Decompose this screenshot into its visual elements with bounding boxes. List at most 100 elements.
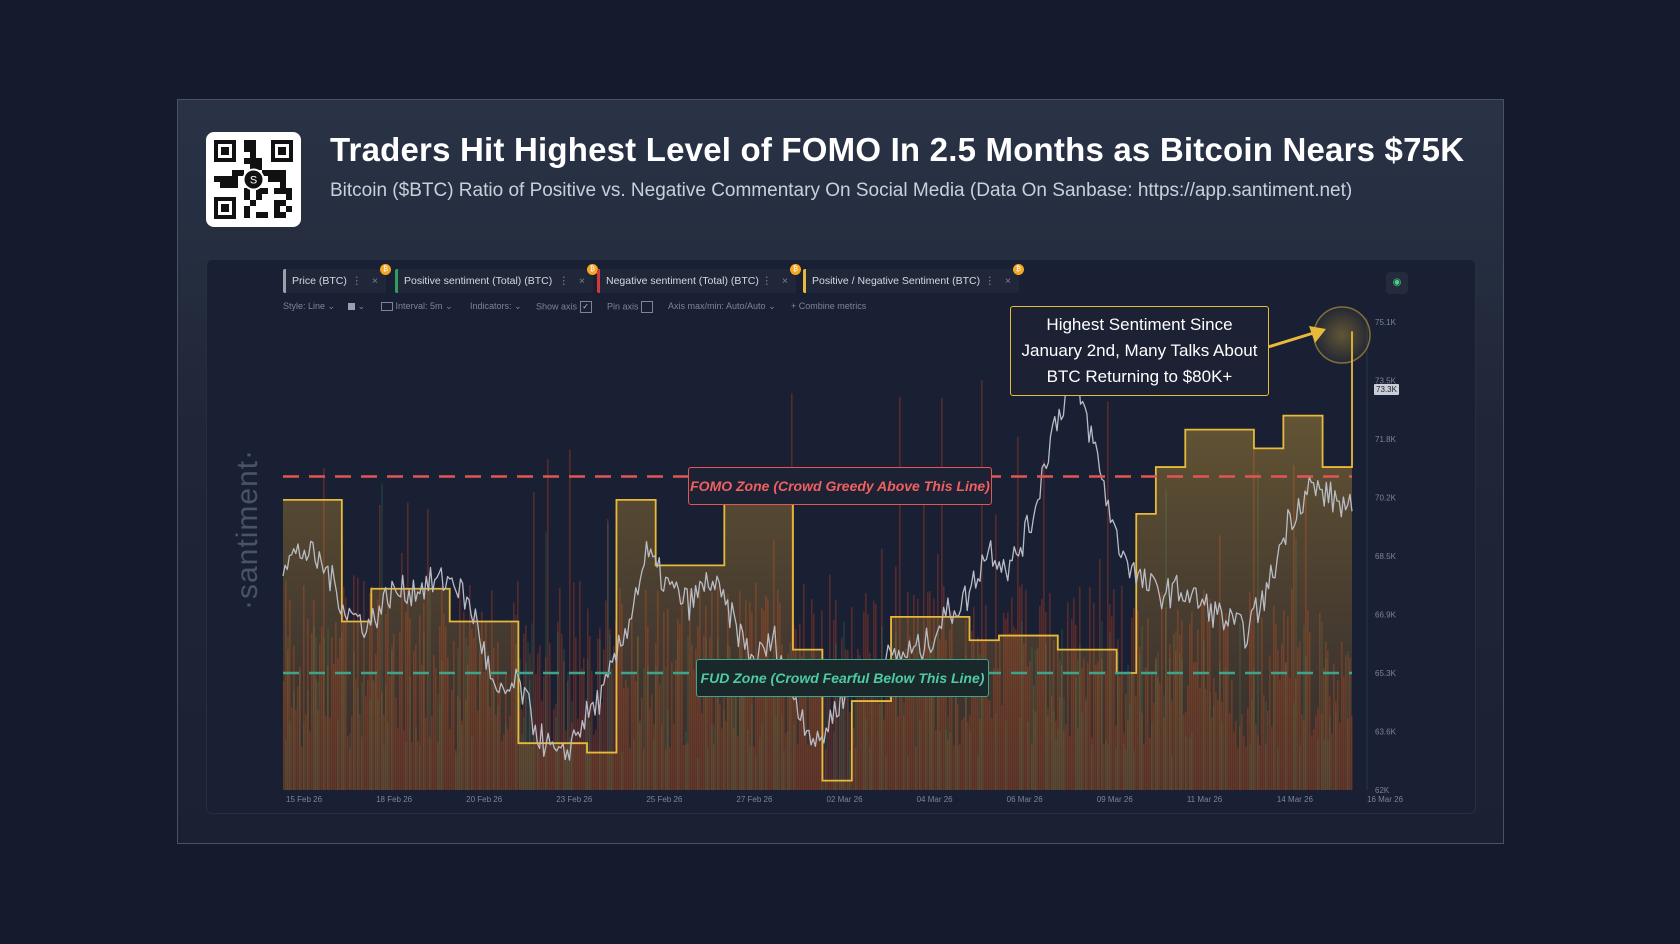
y-tick-label: 75.1K [1375, 318, 1397, 327]
indicators-dropdown[interactable]: Indicators: ⌄ [470, 301, 522, 311]
negative-bar [579, 580, 581, 790]
chevron-down-icon: ⌄ [327, 301, 336, 311]
positive-bar [847, 663, 849, 790]
page-subtitle: Bitcoin ($BTC) Ratio of Positive vs. Neg… [330, 180, 1353, 201]
negative-bar [543, 676, 545, 790]
chevron-down-icon: ⌄ [768, 301, 776, 311]
qr-module [268, 176, 274, 182]
current-price-tag: 73.3K [1374, 384, 1399, 395]
checkbox-checked-icon: ✓ [579, 301, 592, 313]
calendar-icon [381, 302, 393, 312]
callout-line: Highest Sentiment Since [1046, 315, 1233, 334]
qr-module [256, 158, 262, 164]
x-tick-label: 11 Mar 26 [1187, 795, 1223, 804]
x-tick-label: 25 Feb 26 [646, 795, 683, 804]
x-tick-label: 14 Mar 26 [1277, 795, 1314, 804]
negative-bar [1043, 460, 1045, 790]
positive-bar [525, 663, 527, 790]
negative-bar [603, 649, 605, 790]
qr-module [226, 176, 232, 182]
more-icon[interactable]: ⋮ [984, 275, 996, 287]
positive-bar [611, 655, 613, 790]
negative-bar [849, 712, 851, 790]
positive-bar [527, 641, 529, 790]
close-icon[interactable]: × [371, 275, 378, 287]
x-tick-label: 16 Mar 26 [1367, 795, 1404, 804]
settings-icon[interactable]: ◉ [1386, 272, 1408, 294]
qr-module [274, 212, 280, 218]
qr-module [250, 158, 256, 164]
callout-line: January 2nd, Many Talks About [1021, 341, 1258, 360]
negative-bar [529, 653, 531, 790]
chevron-down-icon: ⌄ [514, 301, 522, 311]
y-tick-label: 70.2K [1375, 494, 1397, 503]
qr-module [214, 176, 220, 182]
fomo-zone-label: FOMO Zone (Crowd Greedy Above This Line) [688, 467, 992, 505]
close-icon[interactable]: × [1004, 275, 1011, 287]
positive-bar [557, 632, 559, 790]
y-tick-label: 63.6K [1375, 728, 1397, 737]
qr-module [238, 170, 244, 176]
chevron-down-icon: ⌄ [357, 301, 366, 311]
negative-bar [827, 665, 829, 790]
x-tick-label: 02 Mar 26 [827, 795, 864, 804]
axis-minmax-dropdown[interactable]: Axis max/min: Auto/Auto ⌄ [668, 301, 776, 311]
close-icon[interactable]: × [578, 275, 585, 287]
negative-bar [613, 645, 615, 790]
positive-bar [529, 680, 531, 790]
fud-zone-label: FUD Zone (Crowd Fearful Below This Line) [696, 659, 989, 697]
color-picker[interactable]: ⌄ [348, 301, 365, 315]
y-tick-label: 62K [1375, 786, 1390, 795]
more-icon[interactable]: ⋮ [558, 275, 570, 287]
qr-code: S [206, 132, 301, 227]
qr-module [280, 188, 286, 194]
negative-bar [573, 582, 575, 790]
combine-metrics-button[interactable]: + Combine metrics [791, 301, 867, 311]
negative-bar [537, 653, 539, 790]
interval-dropdown[interactable]: Interval: 5m ⌄ [381, 301, 453, 315]
ratio-step-line [283, 331, 1353, 782]
qr-module [244, 158, 250, 164]
tab-price-btc[interactable]: Price (BTC) ⋮ × ₿ [283, 264, 391, 293]
positive-bar [599, 639, 601, 790]
tab-ratio-sentiment[interactable]: Positive / Negative Sentiment (BTC) ⋮ × … [803, 264, 1024, 293]
tab-positive-sentiment[interactable]: Positive sentiment (Total) (BTC) ⋮ × ₿ [395, 264, 598, 293]
tab-negative-sentiment[interactable]: Negative sentiment (Total) (BTC) ⋮ × ₿ [597, 264, 801, 293]
qr-module [232, 182, 238, 188]
qr-module [250, 146, 256, 152]
positive-bar [609, 634, 611, 790]
positive-bar [545, 532, 547, 790]
highest-sentiment-callout: Highest Sentiment Since January 2nd, Man… [1010, 306, 1269, 396]
x-tick-label: 18 Feb 26 [376, 795, 413, 804]
close-icon[interactable]: × [781, 275, 788, 287]
negative-bar [607, 518, 609, 790]
qr-module [262, 188, 268, 194]
positive-bar [587, 659, 589, 790]
negative-bar [843, 695, 845, 790]
bitcoin-icon: ₿ [587, 264, 598, 275]
qr-module [256, 194, 262, 200]
qr-module [244, 146, 250, 152]
more-icon[interactable]: ⋮ [761, 275, 773, 287]
style-dropdown[interactable]: Style: Line ⌄ [283, 301, 336, 311]
qr-module [256, 212, 262, 218]
show-axis-checkbox[interactable]: Show axis ✓ [536, 301, 592, 315]
negative-bar [559, 587, 561, 790]
negative-bar [1107, 401, 1109, 790]
qr-module [244, 188, 250, 194]
qr-module [244, 206, 250, 212]
qr-module [274, 188, 280, 194]
positive-bar [841, 667, 843, 790]
pin-axis-checkbox[interactable]: Pin axis [607, 301, 654, 315]
bitcoin-icon: ₿ [790, 264, 801, 275]
negative-bar [941, 397, 943, 790]
qr-module [274, 176, 280, 182]
negative-bar [851, 607, 853, 790]
negative-bar [601, 702, 603, 790]
negative-bar [841, 637, 843, 790]
more-icon[interactable]: ⋮ [351, 275, 363, 287]
negative-bar [831, 713, 833, 790]
positive-bar [839, 706, 841, 790]
negative-bar [611, 668, 613, 790]
qr-module [280, 176, 286, 182]
